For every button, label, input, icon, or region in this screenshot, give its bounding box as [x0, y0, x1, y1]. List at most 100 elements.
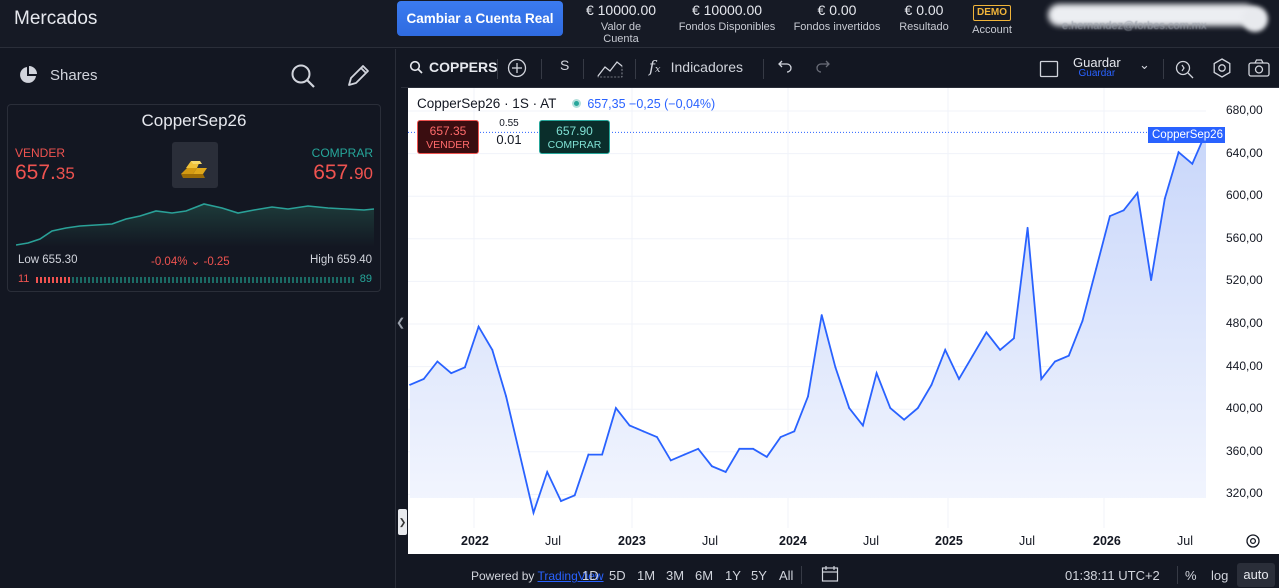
range-button-6m[interactable]: 6M	[695, 568, 714, 583]
spread-quantity[interactable]: 0.55 0.01	[489, 118, 529, 147]
panel-divider[interactable]	[395, 49, 401, 588]
sell-price[interactable]: 657.35	[15, 161, 75, 184]
search-icon[interactable]	[289, 62, 317, 90]
layout-square-icon[interactable]	[1039, 59, 1059, 79]
chart-settings-icon[interactable]	[1245, 533, 1261, 554]
price-area-fill	[410, 132, 1206, 513]
price-axis[interactable]	[1206, 88, 1279, 528]
instrument-card[interactable]: CopperSep26 VENDER 657.35 COMPRAR 657.90…	[7, 104, 381, 292]
price-point	[697, 447, 700, 450]
price-point	[669, 459, 672, 462]
price-point	[463, 366, 466, 369]
expand-panel-tab[interactable]: ❯	[398, 509, 407, 535]
chevron-down-icon[interactable]: ⌄	[1139, 57, 1150, 72]
price-point	[532, 511, 535, 514]
y-tick-label: 680,00	[1226, 103, 1263, 117]
available-funds-stat: € 10000.00 Fondos Disponibles	[678, 2, 776, 33]
price-point	[848, 407, 851, 409]
time-axis[interactable]	[408, 528, 1279, 554]
x-tick-label: Jul	[545, 534, 561, 548]
price-point	[683, 453, 686, 456]
price-point	[944, 348, 947, 351]
price-point	[1054, 360, 1056, 363]
sell-percent: 11	[18, 273, 30, 285]
redo-icon[interactable]	[815, 57, 831, 73]
price-point	[409, 383, 411, 386]
price-point	[779, 436, 782, 439]
price-point	[971, 354, 974, 357]
symbol-search[interactable]: COPPERS	[409, 59, 497, 75]
buy-price[interactable]: 657.90	[313, 161, 373, 184]
price-point	[1095, 267, 1098, 270]
price-point	[807, 395, 809, 398]
chart-legend: CopperSep26 · 1S · AT 657,35 −0,25 (−0,0…	[417, 96, 715, 111]
user-menu[interactable]: e.hernandez@forbes.com.mx	[1042, 0, 1279, 40]
switch-real-account-button[interactable]: Cambiar a Cuenta Real	[397, 1, 563, 36]
shares-category[interactable]: Shares	[18, 65, 98, 85]
camera-icon[interactable]	[1247, 57, 1271, 79]
save-button[interactable]: Guardar Guardar	[1073, 55, 1121, 79]
sell-label[interactable]: VENDER	[15, 146, 66, 160]
range-button-5y[interactable]: 5Y	[751, 568, 767, 583]
calendar-icon[interactable]	[821, 565, 839, 586]
indicators-button[interactable]: fₓ Indicadores	[649, 57, 743, 76]
x-tick-label: Jul	[863, 534, 879, 548]
price-point	[889, 407, 892, 409]
quick-search-icon[interactable]	[1173, 57, 1195, 79]
price-point	[834, 366, 837, 369]
range-button-all[interactable]: All	[779, 568, 794, 583]
price-point	[999, 348, 1002, 351]
price-chart[interactable]: CopperSep26 · 1S · AT 657,35 −0,25 (−0,0…	[408, 88, 1279, 554]
y-tick-label: 480,00	[1226, 316, 1263, 330]
chart-buy-button[interactable]: 657.90 COMPRAR	[539, 120, 610, 154]
avatar[interactable]	[1242, 6, 1268, 32]
clock[interactable]: 01:38:11 UTC+2	[1065, 568, 1160, 583]
account-menu[interactable]: DEMO Account	[968, 2, 1016, 36]
instrument-title: CopperSep26	[141, 111, 247, 130]
edit-pencil-icon[interactable]	[344, 62, 372, 90]
percent-toggle[interactable]: %	[1185, 568, 1197, 583]
tradingview-link[interactable]: TradingView	[537, 569, 604, 583]
market-open-indicator	[572, 99, 582, 108]
auto-scale-toggle[interactable]: auto	[1237, 563, 1275, 587]
add-symbol-button[interactable]	[507, 58, 527, 78]
y-tick-label: 640,00	[1226, 145, 1263, 160]
price-point	[1081, 319, 1084, 322]
price-point	[930, 383, 933, 386]
price-point	[1067, 354, 1070, 357]
app-title: Mercados	[14, 8, 98, 29]
price-point	[546, 471, 549, 473]
undo-icon[interactable]	[777, 57, 793, 73]
range-button-5d[interactable]: 5D	[609, 568, 626, 583]
price-chart-plot[interactable]	[408, 88, 1279, 554]
price-point	[450, 372, 453, 375]
chart-type-button[interactable]	[597, 58, 623, 78]
range-button-1d[interactable]: 1D	[582, 568, 599, 583]
y-tick-label: 520,00	[1226, 273, 1263, 288]
x-tick-label: Jul	[1019, 534, 1035, 548]
price-point	[628, 424, 631, 427]
change-value: -0.04% ⌄ -0.25	[151, 256, 230, 268]
interval-button[interactable]: S	[560, 57, 570, 73]
price-point	[1122, 209, 1125, 212]
function-icon: fₓ	[649, 57, 661, 76]
sentiment-ratio: 11 89	[18, 273, 372, 286]
price-point	[436, 360, 439, 363]
settings-gear-icon[interactable]	[1211, 57, 1233, 79]
range-button-1y[interactable]: 1Y	[725, 568, 741, 583]
account-value-stat: € 10000.00 Valor de Cuenta	[585, 2, 657, 45]
quantity-input[interactable]: 0.01	[496, 132, 522, 147]
collapse-panel-icon[interactable]: ❮	[396, 317, 406, 329]
chart-sell-button[interactable]: 657.35 VENDER	[417, 120, 479, 154]
area-chart-icon	[597, 61, 623, 78]
symbol-input[interactable]: COPPERS	[429, 59, 498, 75]
price-point	[477, 325, 480, 328]
buy-label[interactable]: COMPRAR	[311, 146, 373, 160]
price-point	[1026, 226, 1029, 229]
x-tick-label: 2024	[779, 534, 807, 548]
high-value: High 659.40	[309, 254, 372, 266]
price-point	[985, 331, 988, 334]
log-toggle[interactable]: log	[1211, 568, 1229, 583]
range-button-3m[interactable]: 3M	[666, 568, 685, 583]
range-button-1m[interactable]: 1M	[637, 568, 656, 583]
